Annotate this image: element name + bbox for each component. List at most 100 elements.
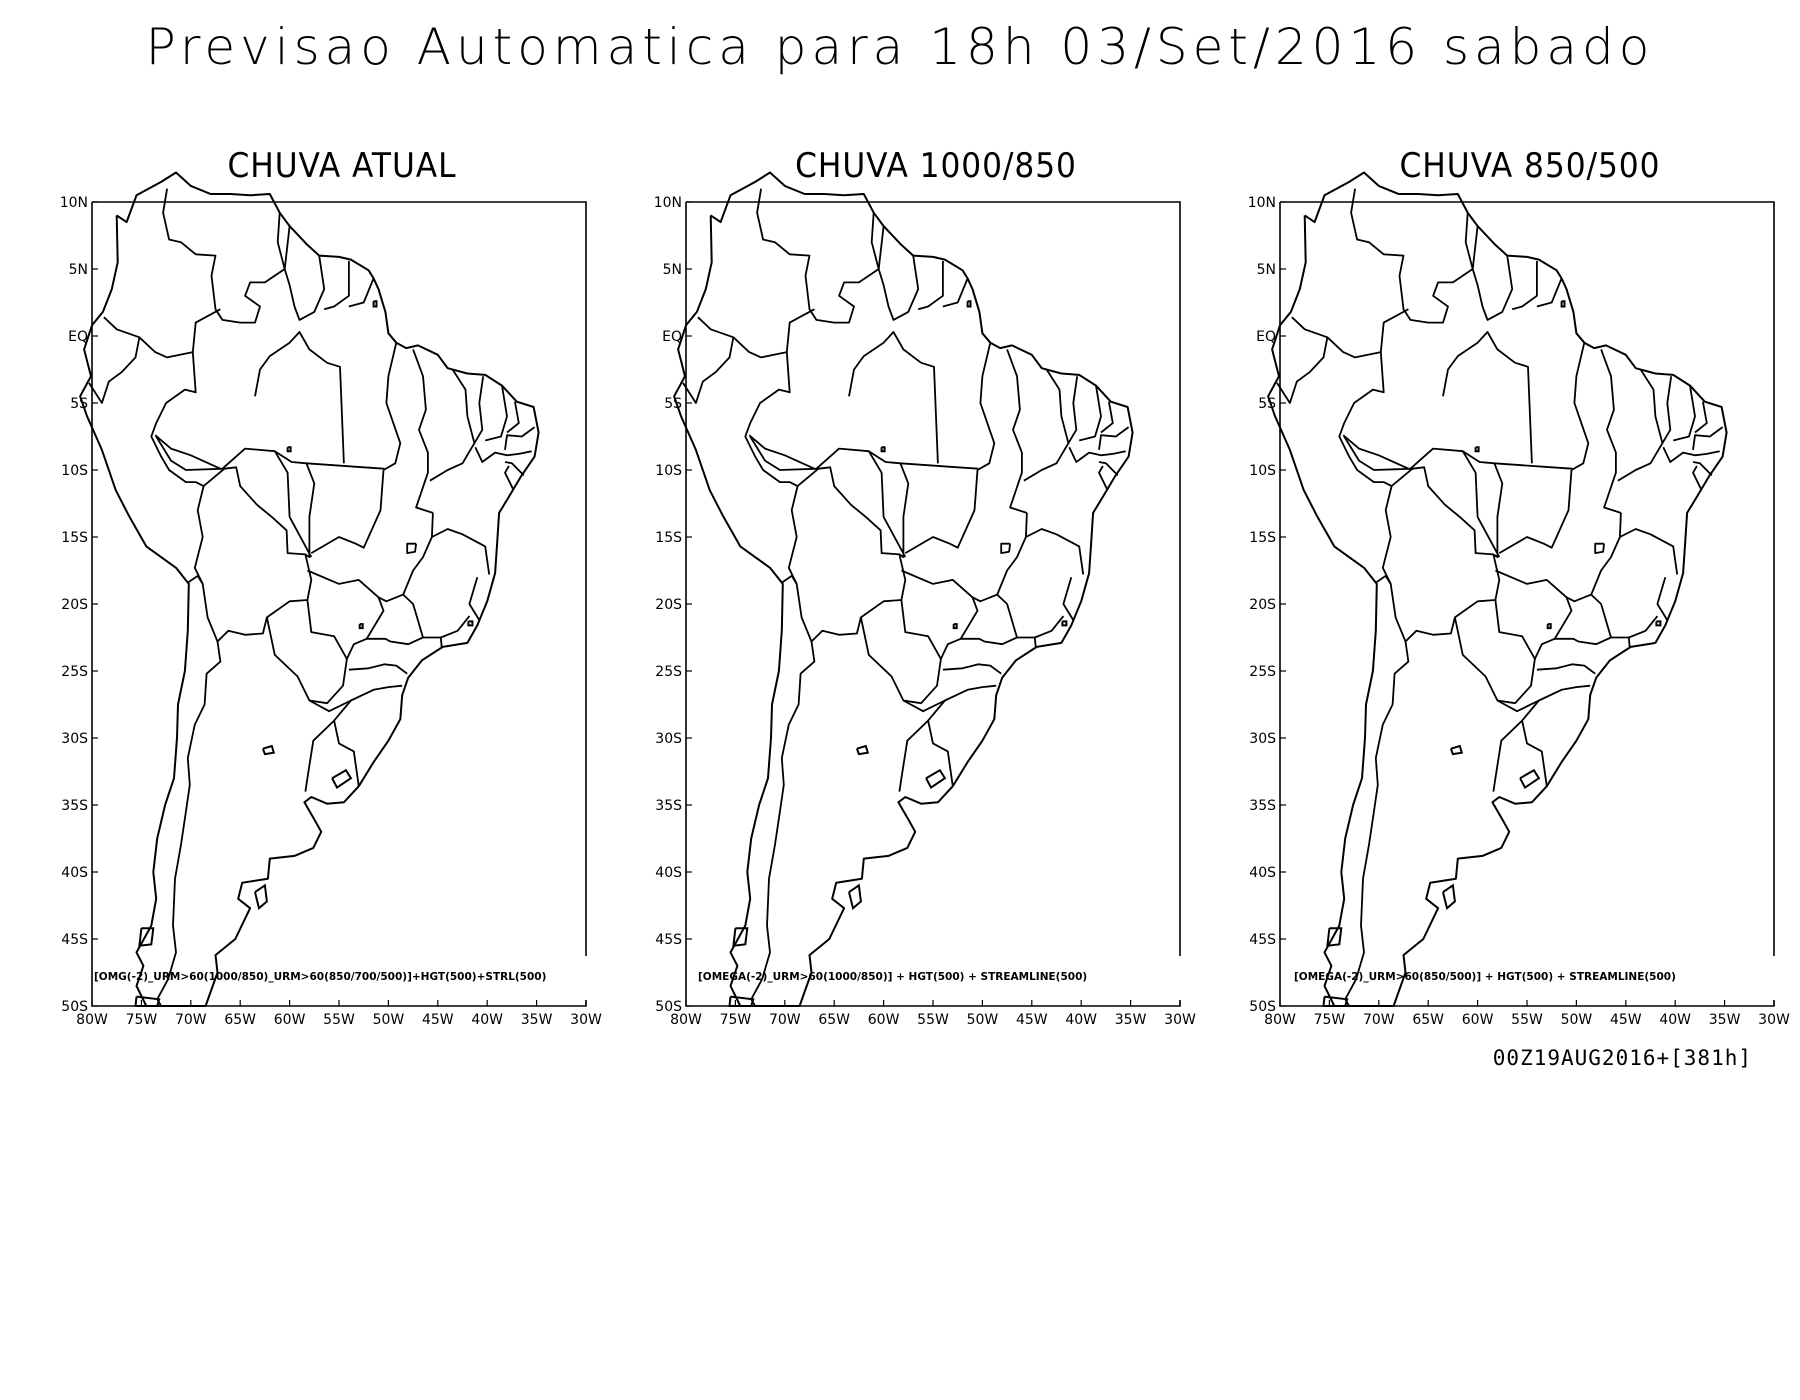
lat-tick-label: 35S (655, 798, 682, 814)
island-outline (1449, 744, 1464, 756)
island-outline (358, 623, 364, 630)
political-boundary (1068, 446, 1126, 463)
island-outline (1442, 883, 1456, 911)
political-boundary (431, 528, 491, 575)
lon-tick-label: 45W (1016, 1012, 1048, 1028)
variable-caption: [OMEGA(-2)_URM>60(1000/850)] + HGT(500) … (698, 971, 1087, 983)
political-boundary (750, 641, 816, 1007)
lon-tick-label: 55W (917, 1012, 949, 1028)
political-boundary (1627, 637, 1631, 649)
lat-tick-label: 10S (655, 463, 682, 479)
lat-tick-label: 40S (61, 865, 88, 881)
lat-tick-label: 25S (61, 664, 88, 680)
island-outline (728, 995, 755, 1007)
political-boundary (1098, 461, 1119, 477)
political-boundary (927, 720, 954, 787)
map-axes (91, 202, 587, 1007)
lon-tick-label: 80W (670, 1012, 702, 1028)
political-boundary (1033, 637, 1037, 649)
political-boundary (1338, 308, 1409, 487)
political-boundary (1656, 576, 1669, 621)
political-boundary (756, 188, 880, 324)
lon-tick-label: 55W (1511, 1012, 1543, 1028)
lat-tick-label: 5S (1258, 396, 1276, 412)
political-boundary (1536, 663, 1596, 675)
political-boundary (1495, 569, 1573, 660)
lat-tick-label: 35S (1249, 798, 1276, 814)
lon-tick-label: 30W (1758, 1012, 1790, 1028)
political-boundary (868, 450, 885, 517)
island-outline (880, 446, 886, 453)
political-boundary (348, 663, 408, 675)
political-boundary (1617, 369, 1664, 482)
lat-tick-label: 5N (663, 262, 682, 278)
lon-tick-label: 60W (1462, 1012, 1494, 1028)
island-outline (372, 300, 378, 308)
political-boundary (860, 599, 942, 705)
political-boundary (1498, 469, 1573, 554)
political-boundary (310, 469, 385, 554)
lon-tick-label: 50W (967, 1012, 999, 1028)
political-boundary (274, 450, 291, 517)
political-boundary (1098, 465, 1108, 490)
political-boundary (1692, 426, 1724, 451)
political-boundary (1276, 337, 1329, 404)
panel-title-chuva-atual: CHUVA ATUAL (227, 146, 457, 186)
political-boundary (1672, 385, 1696, 442)
lon-tick-label: 75W (1314, 1012, 1346, 1028)
map-frame (686, 201, 1181, 956)
political-boundary (350, 684, 403, 702)
political-boundary (1454, 599, 1536, 705)
panel-title-chuva-1000-850: CHUVA 1000/850 (795, 146, 1077, 186)
island-outline (134, 995, 161, 1007)
political-boundary (1100, 401, 1114, 434)
lon-tick-label: 40W (1659, 1012, 1691, 1028)
political-boundary (323, 261, 350, 311)
map-axes (1279, 202, 1775, 1007)
island-outline (848, 883, 862, 911)
lon-tick-label: 40W (471, 1012, 503, 1028)
political-boundary (366, 636, 424, 646)
island-outline (732, 927, 749, 947)
political-boundary (1000, 542, 1011, 554)
political-boundary (882, 516, 907, 558)
coastline (79, 171, 540, 1007)
political-boundary (904, 469, 979, 554)
political-boundary (283, 255, 326, 321)
political-boundary (1342, 434, 1409, 470)
political-boundary (1442, 331, 1516, 397)
political-boundary (1098, 426, 1130, 451)
island-outline (855, 744, 870, 756)
lat-tick-label: 5S (70, 396, 88, 412)
lon-tick-label: 60W (868, 1012, 900, 1028)
political-boundary (787, 466, 907, 643)
political-boundary (383, 342, 402, 471)
lon-tick-label: 35W (1115, 1012, 1147, 1028)
variable-caption: [OMEGA(-2)_URM>60(850/500)] + HGT(500) +… (1294, 971, 1676, 983)
political-boundary (155, 436, 225, 471)
political-boundary (326, 361, 345, 464)
island-outline (1546, 623, 1552, 630)
political-boundary (1343, 436, 1413, 471)
lat-tick-label: 15S (1249, 530, 1276, 546)
political-boundary (162, 188, 286, 324)
political-boundary (815, 447, 979, 470)
political-boundary (744, 308, 815, 487)
political-boundary (1590, 593, 1659, 639)
lon-tick-label: 70W (1363, 1012, 1395, 1028)
lon-tick-label: 30W (1164, 1012, 1196, 1028)
political-boundary (1514, 361, 1533, 464)
political-boundary (1521, 720, 1548, 787)
political-boundary (697, 316, 787, 359)
political-boundary (1662, 446, 1720, 463)
political-boundary (429, 369, 476, 482)
lon-tick-label: 75W (720, 1012, 752, 1028)
political-boundary (1006, 349, 1028, 514)
lat-tick-label: 25S (655, 664, 682, 680)
lat-tick-label: 10N (60, 195, 88, 211)
lat-tick-label: 50S (61, 999, 88, 1015)
political-boundary (506, 401, 520, 434)
political-boundary (917, 261, 944, 311)
